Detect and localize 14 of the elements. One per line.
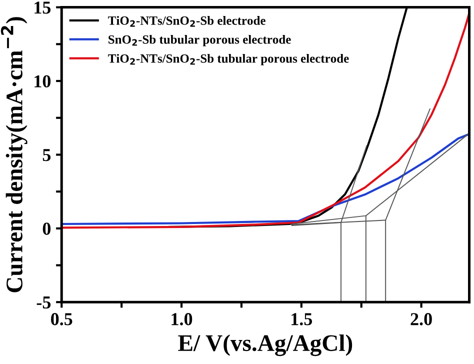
x-tick-label: 2.0 (410, 313, 432, 326)
y-tick-label: 10 (34, 75, 51, 88)
x-tick-label: 1.0 (172, 313, 192, 326)
x-axis-title: E/ V(vs.Ag/AgCl) (178, 334, 352, 356)
y-tick-label: 5 (42, 149, 51, 162)
y-tick-label: 0 (42, 222, 51, 235)
y-tick-label: 15 (34, 2, 51, 14)
y-axis-title: Current density(mA·cm$^{−2}$) (0, 17, 28, 292)
x-tick-label: 0.5 (51, 313, 72, 326)
legend-label: TiO$_{2}$-NTs/SnO$_{2}$-Sb tubular porous electrode (108, 54, 349, 66)
x-tick-label: 1.5 (292, 313, 312, 326)
legend-label: SnO$_{2}$-Sb tubular porous electrode (108, 34, 291, 46)
legend-label: TiO$_{2}$-NTs/SnO$_{2}$-Sb electrode (108, 16, 266, 27)
y-tick-label: -5 (36, 296, 51, 309)
